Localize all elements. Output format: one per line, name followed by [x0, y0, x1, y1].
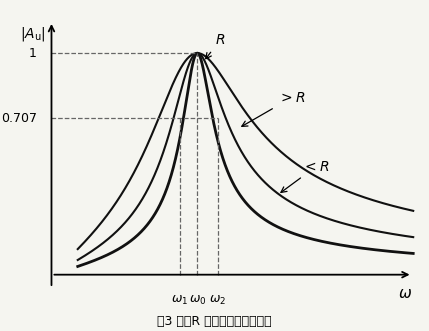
Text: $\omega$: $\omega$ [398, 286, 412, 301]
Text: $R$: $R$ [206, 33, 225, 59]
Text: $>R$: $>R$ [242, 91, 305, 126]
Text: 0.707: 0.707 [1, 112, 37, 124]
Text: $<R$: $<R$ [281, 160, 330, 192]
Text: 1: 1 [29, 47, 37, 60]
Text: $\omega_0$: $\omega_0$ [189, 294, 206, 307]
Text: 图3 不同R 值的幅频特性曲线。: 图3 不同R 值的幅频特性曲线。 [157, 315, 272, 328]
Text: $\omega_2$: $\omega_2$ [209, 294, 227, 307]
Text: $\omega_1$: $\omega_1$ [171, 294, 188, 307]
Text: $|A_{\rm u}|$: $|A_{\rm u}|$ [20, 25, 45, 43]
